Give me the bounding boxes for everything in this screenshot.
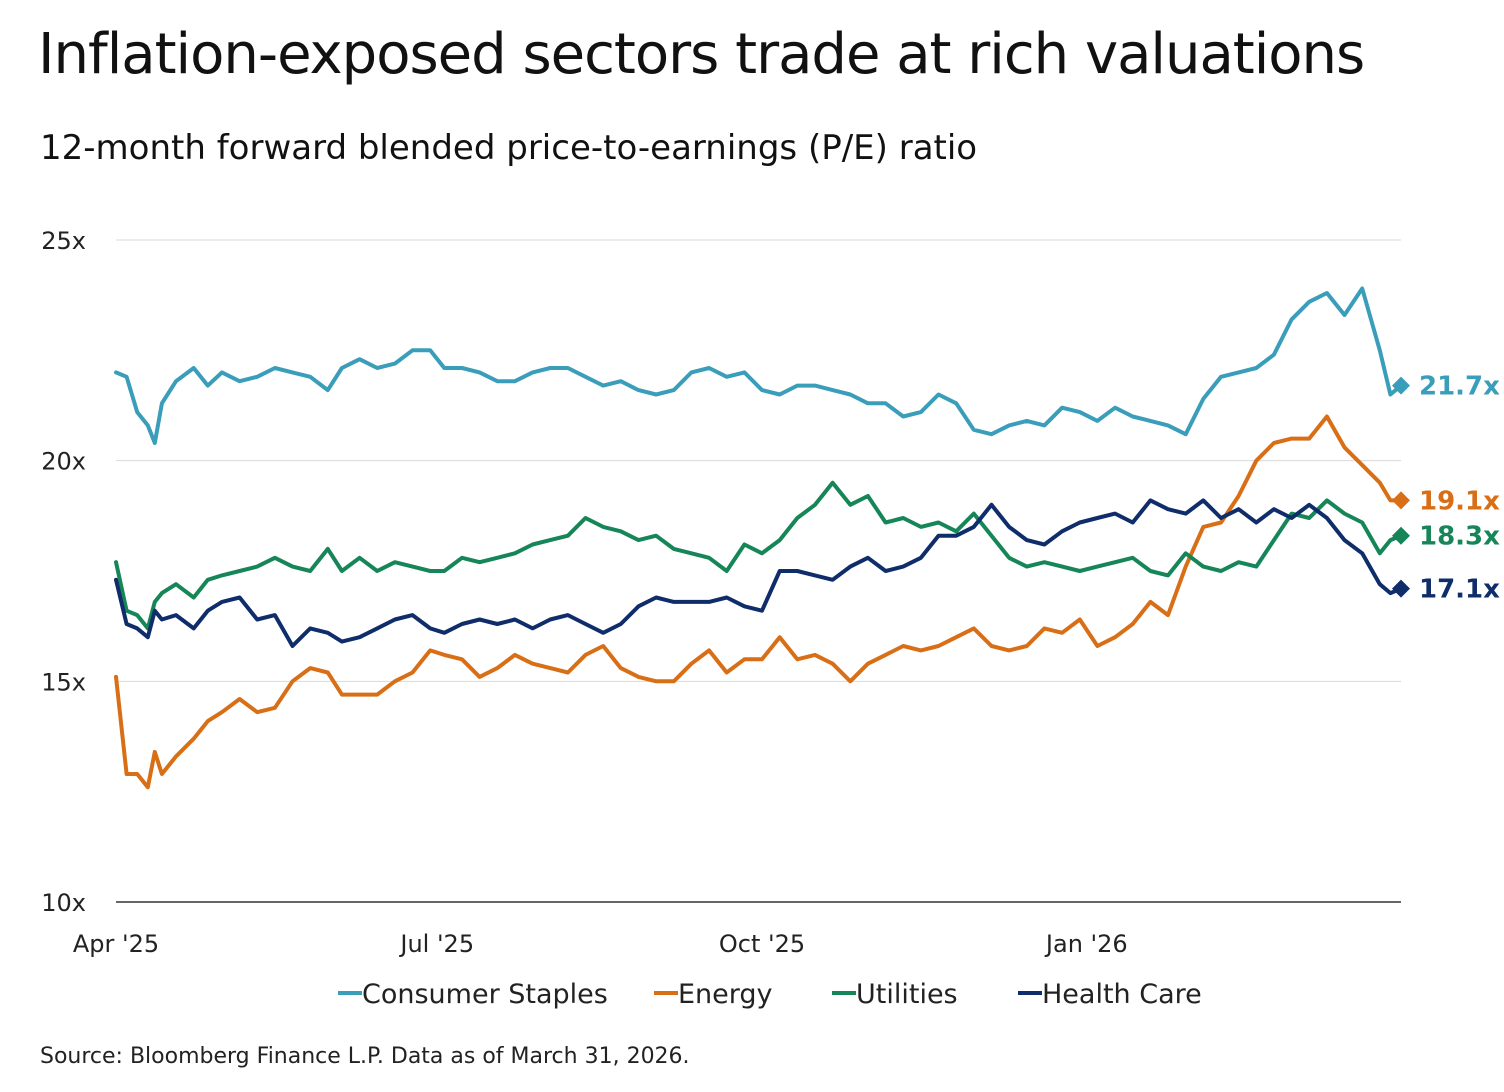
end-marker-consumer-staples xyxy=(1392,376,1410,395)
chart-subtitle: 12-month forward blended price-to-earnin… xyxy=(40,128,978,168)
legend-label-utilities: Utilities xyxy=(856,979,958,1010)
legend-label-health-care: Health Care xyxy=(1042,979,1202,1010)
series-line-energy xyxy=(114,414,1403,790)
x-axis-ticks: Apr '25 Jul '25 Oct '25 Jan '26 xyxy=(73,930,1128,958)
x-tick-label: Jan '26 xyxy=(1044,930,1128,958)
chart-title: Inflation-exposed sectors trade at rich … xyxy=(38,22,1365,87)
source-note: Source: Bloomberg Finance L.P. Data as o… xyxy=(40,1044,690,1069)
end-label-consumer-staples: 21.7x xyxy=(1419,372,1500,402)
y-tick-label: 25x xyxy=(41,227,86,255)
series-line-health-care xyxy=(114,498,1403,648)
end-marker-utilities xyxy=(1392,526,1410,545)
legend-label-energy: Energy xyxy=(678,979,773,1010)
end-labels: 21.7x 19.1x 18.3x 17.1x xyxy=(1392,372,1500,605)
series-lines xyxy=(114,286,1403,790)
y-tick-label: 15x xyxy=(41,668,86,696)
legend: Consumer Staples Energy Utilities Health Ca… xyxy=(338,979,1202,1010)
end-marker-health-care xyxy=(1392,579,1410,598)
x-tick-label: Apr '25 xyxy=(73,930,159,958)
legend-label-consumer-staples: Consumer Staples xyxy=(362,979,608,1010)
y-axis-ticks: 10x 15x 20x 25x xyxy=(41,227,86,917)
end-marker-energy xyxy=(1392,491,1410,510)
end-label-utilities: 18.3x xyxy=(1419,522,1500,552)
y-tick-label: 10x xyxy=(41,889,86,917)
x-tick-label: Jul '25 xyxy=(398,930,474,958)
gridlines xyxy=(116,239,1401,903)
series-line-utilities xyxy=(114,480,1403,631)
end-label-health-care: 17.1x xyxy=(1419,575,1500,605)
x-tick-label: Oct '25 xyxy=(719,930,805,958)
end-label-energy: 19.1x xyxy=(1419,486,1500,516)
series-line-consumer-staples xyxy=(114,286,1403,445)
y-tick-label: 20x xyxy=(41,448,86,476)
